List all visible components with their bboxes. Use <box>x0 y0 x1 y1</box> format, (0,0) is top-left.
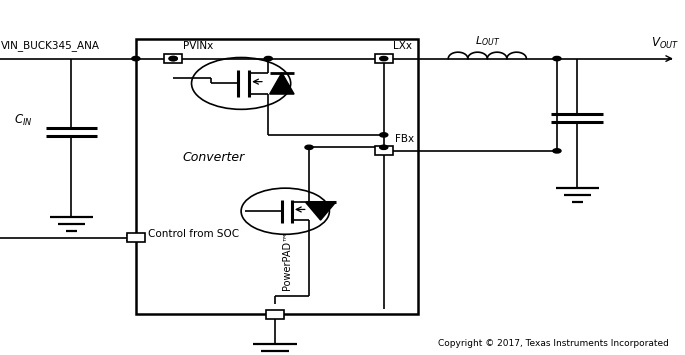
Bar <box>375 146 393 155</box>
Bar <box>127 233 145 242</box>
Text: $V_{OUT}$: $V_{OUT}$ <box>651 36 679 51</box>
Circle shape <box>553 149 561 153</box>
Circle shape <box>553 56 561 61</box>
Circle shape <box>305 145 313 149</box>
Circle shape <box>264 56 273 61</box>
Text: LXx: LXx <box>393 41 412 51</box>
Text: Control from SOC: Control from SOC <box>148 229 239 239</box>
Bar <box>266 310 284 319</box>
Bar <box>164 54 182 63</box>
Text: PVINx: PVINx <box>183 41 213 51</box>
Circle shape <box>379 56 388 61</box>
Polygon shape <box>270 73 294 94</box>
Text: $C_{IN}$: $C_{IN}$ <box>14 113 32 128</box>
Polygon shape <box>306 202 336 220</box>
Text: FBx: FBx <box>395 135 414 144</box>
Circle shape <box>379 133 388 137</box>
Text: PowerPAD™: PowerPAD™ <box>282 231 292 290</box>
Text: Copyright © 2017, Texas Instruments Incorporated: Copyright © 2017, Texas Instruments Inco… <box>438 339 669 348</box>
Circle shape <box>169 56 177 61</box>
Circle shape <box>132 56 140 61</box>
Circle shape <box>379 145 388 149</box>
Text: Converter: Converter <box>183 152 245 164</box>
Bar <box>136 39 418 314</box>
Text: VIN_BUCK345_ANA: VIN_BUCK345_ANA <box>1 40 101 51</box>
Circle shape <box>169 56 177 61</box>
Text: $L_{OUT}$: $L_{OUT}$ <box>475 34 500 48</box>
Bar <box>375 54 393 63</box>
